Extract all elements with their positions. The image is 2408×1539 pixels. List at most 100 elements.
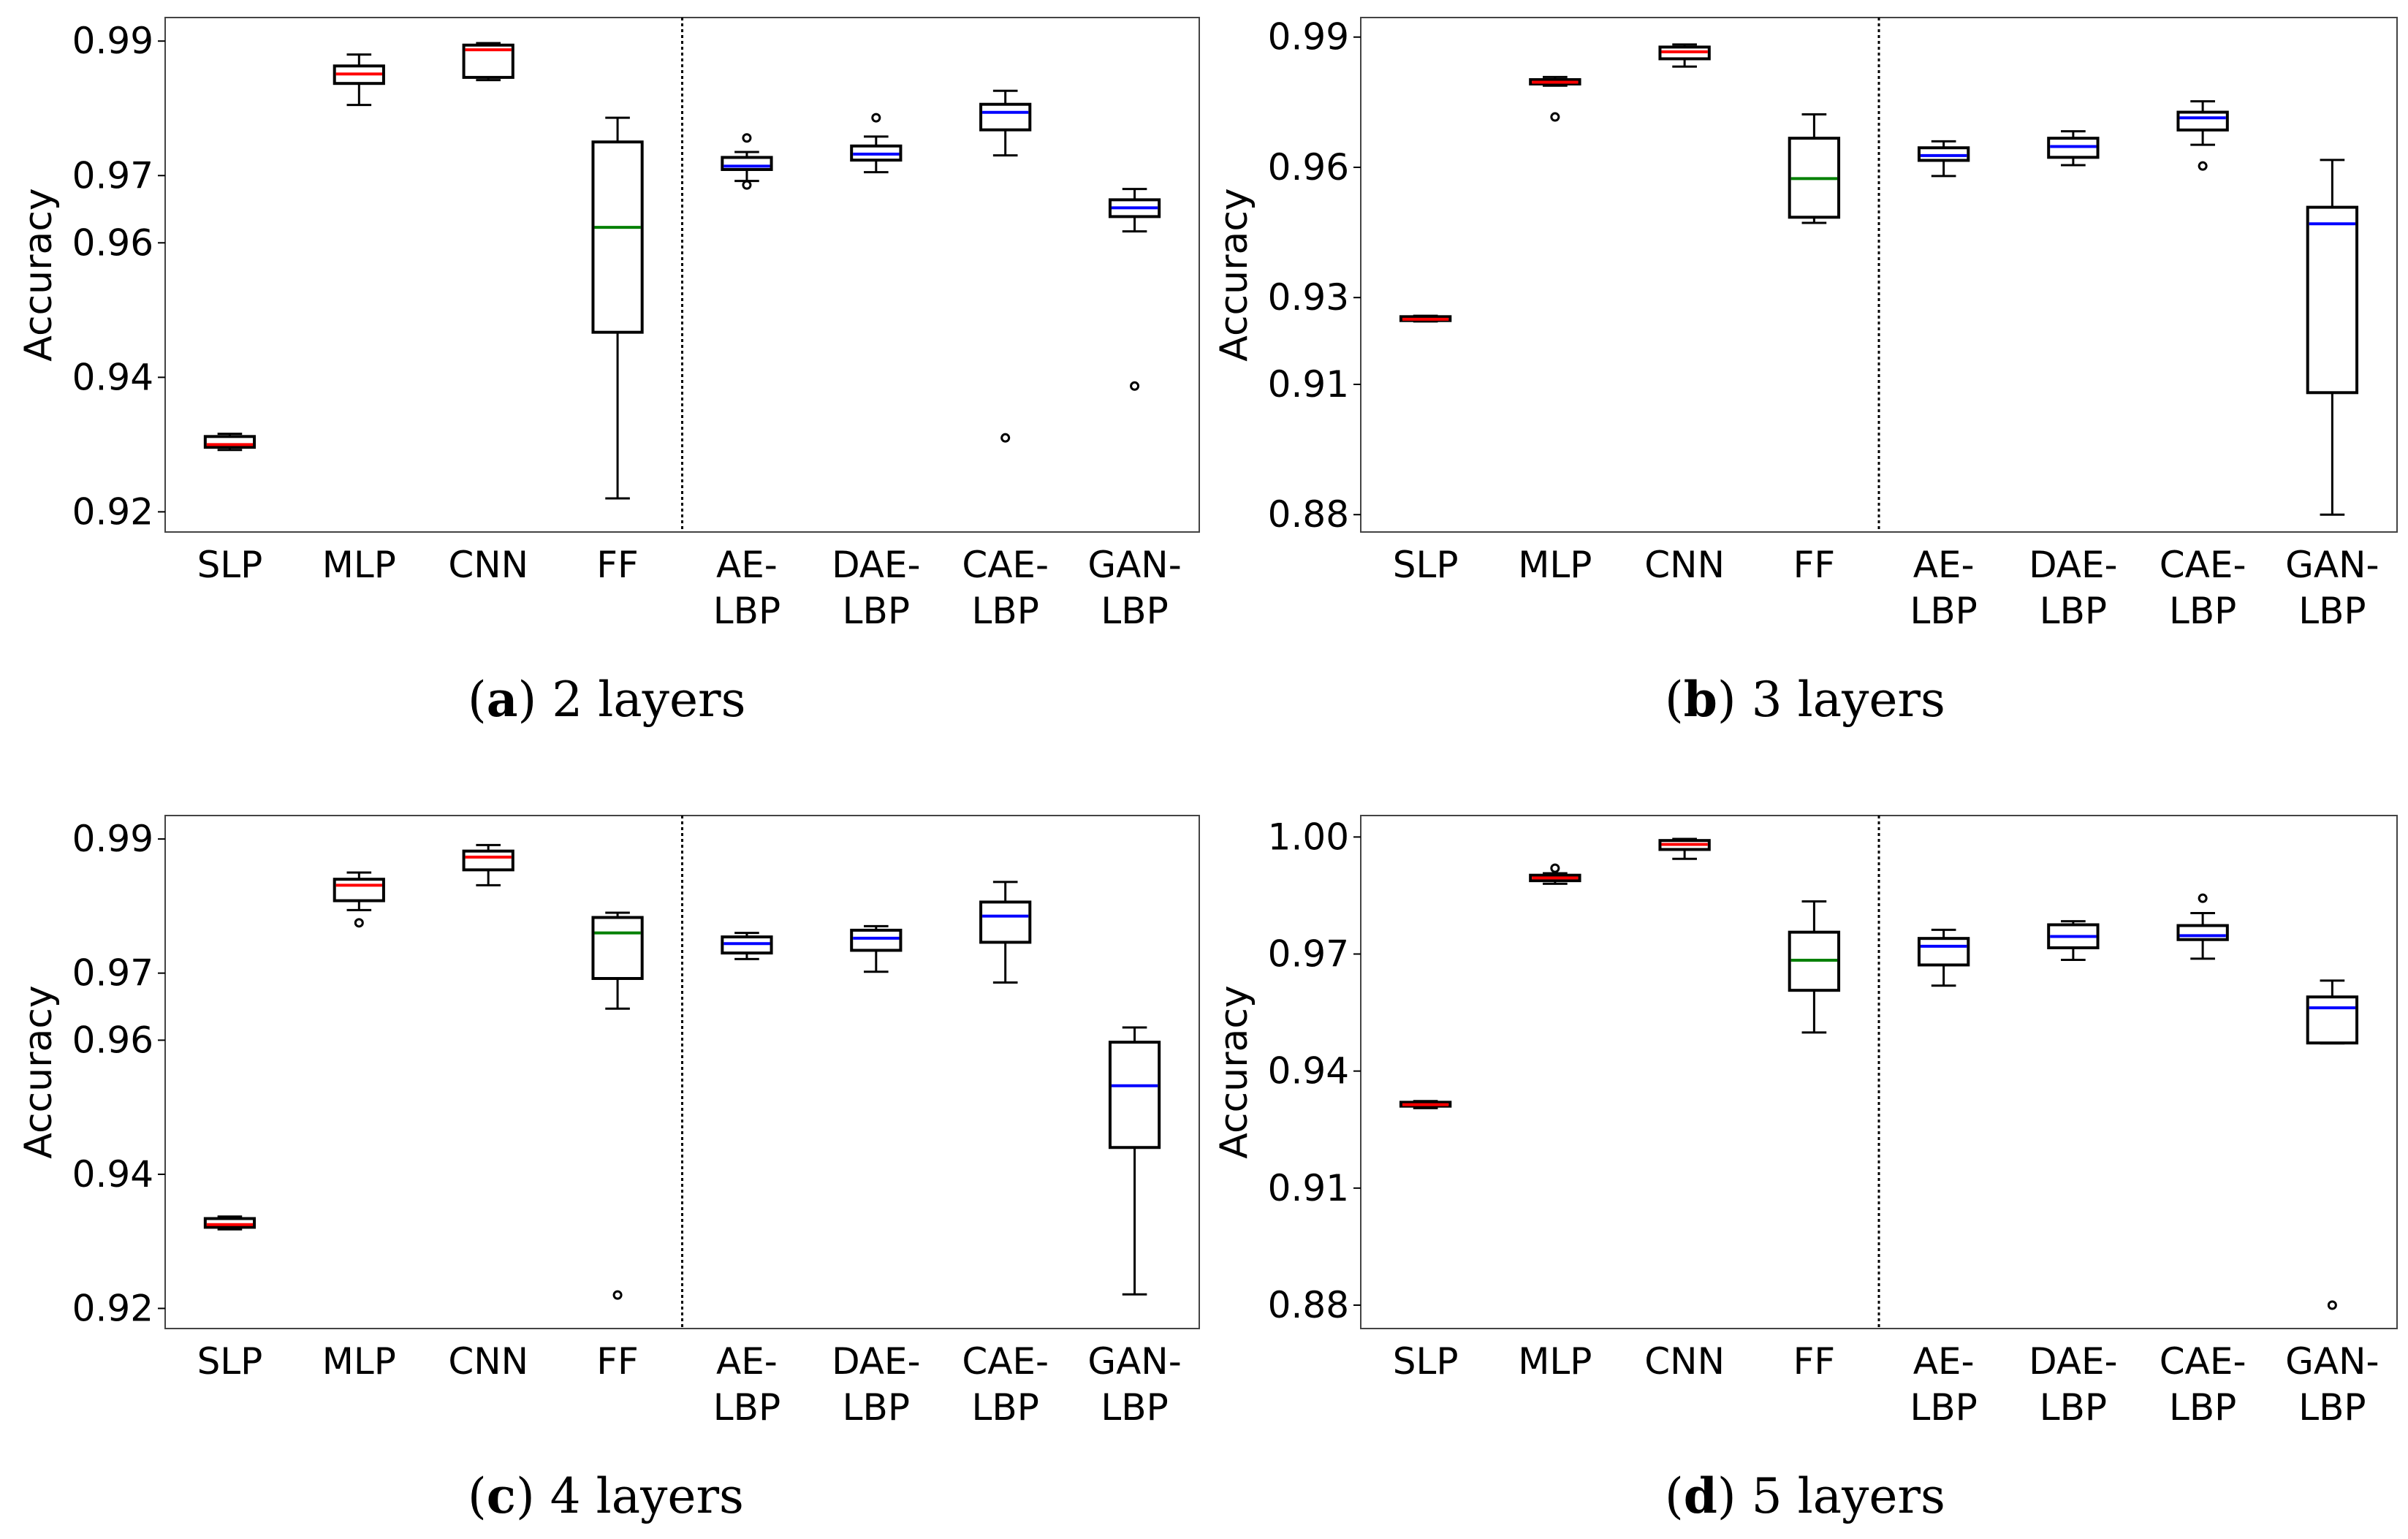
caption-letter: b — [1684, 671, 1717, 728]
box — [1917, 146, 1970, 162]
outlier-point — [1130, 381, 1140, 391]
boxplot — [2306, 979, 2359, 1310]
caption-text: 5 layers — [1752, 1468, 1945, 1524]
panel-caption: (a) 2 layers — [468, 671, 745, 728]
outlier-point — [742, 180, 752, 190]
box — [721, 935, 773, 955]
x-tick-label: CNN — [1644, 1340, 1725, 1383]
x-tick-label-line2: LBP — [2169, 1386, 2236, 1429]
boxplot — [721, 932, 773, 960]
boxplot — [203, 1215, 257, 1231]
x-tick-label: MLP — [322, 544, 396, 586]
caption-text: 4 layers — [550, 1468, 744, 1524]
outlier-point — [742, 133, 752, 143]
y-tick-label: 0.96 — [72, 1019, 153, 1061]
x-tick-label-line2: LBP — [2040, 590, 2107, 632]
y-tick-label: 0.96 — [72, 221, 153, 264]
outlier-point — [354, 918, 364, 928]
box — [2047, 923, 2100, 949]
panel-d: Accuracy (d) 5 layers 0.88 0.91 0.94 0.97 1.… — [1212, 815, 2398, 1524]
box — [721, 156, 773, 171]
x-tick-label: SLP — [197, 1340, 263, 1383]
box — [1108, 1041, 1161, 1150]
box — [1788, 137, 1841, 219]
y-tick-label: 0.97 — [1268, 933, 1349, 976]
y-axis-label: Accuracy — [17, 985, 61, 1158]
boxplot — [1658, 43, 1711, 68]
box — [203, 1217, 257, 1229]
outlier-point — [1550, 112, 1560, 122]
x-tick-label: SLP — [1393, 544, 1459, 586]
x-tick-label-line2: LBP — [972, 590, 1039, 632]
x-tick-label: DAE- — [2029, 544, 2117, 586]
caption-text: 2 layers — [552, 672, 745, 728]
x-tick-label-line2: LBP — [843, 590, 910, 632]
box — [333, 878, 385, 902]
boxplot — [979, 89, 1032, 443]
box — [1108, 198, 1161, 218]
outlier-point — [871, 113, 881, 123]
box — [2306, 995, 2359, 1045]
x-tick-label-line2: LBP — [2298, 1386, 2366, 1429]
boxplot — [721, 133, 773, 190]
boxplot — [1917, 928, 1970, 987]
x-tick-label: MLP — [1518, 1340, 1592, 1383]
boxplot — [1399, 1100, 1452, 1109]
box — [1658, 839, 1711, 851]
x-tick-label: CNN — [448, 544, 528, 586]
x-tick-label: AE- — [716, 544, 778, 586]
x-tick-label-line2: LBP — [2298, 590, 2366, 632]
y-tick-label: 0.96 — [1268, 146, 1349, 189]
x-tick-label: SLP — [1393, 1340, 1459, 1383]
boxplot — [1658, 837, 1711, 860]
x-tick-label: CNN — [1644, 544, 1725, 586]
y-axis-label: Accuracy — [17, 188, 61, 361]
boxplot — [1529, 863, 1581, 885]
x-tick-label-line2: LBP — [1910, 590, 1977, 632]
boxplot — [1108, 188, 1161, 391]
x-tick-label: CAE- — [962, 544, 1049, 586]
box — [1788, 930, 1841, 992]
boxplot — [462, 42, 514, 82]
box — [979, 900, 1032, 944]
panel-caption: (d) 5 layers — [1665, 1467, 1945, 1524]
x-tick-label: GAN- — [2285, 544, 2379, 586]
box — [1658, 45, 1711, 61]
box — [2176, 110, 2229, 132]
y-tick-label: 0.99 — [1268, 16, 1349, 58]
outlier-point — [2327, 1300, 2337, 1310]
boxplot — [2047, 920, 2100, 962]
x-tick-label-line2: LBP — [1910, 1386, 1977, 1429]
panel-a: Accuracy (a) 2 layers 0.92 0.94 0.96 0.97 0.… — [17, 17, 1200, 728]
x-tick-label: FF — [1793, 1340, 1836, 1383]
box — [1529, 77, 1581, 86]
boxplot — [591, 911, 644, 1300]
box — [2176, 924, 2229, 941]
x-tick-label: CAE- — [2160, 1340, 2246, 1383]
box — [2047, 137, 2100, 159]
panel-b: Accuracy (b) 3 layers 0.88 0.91 0.93 0.96 0.… — [1212, 16, 2398, 728]
x-tick-label: DAE- — [2029, 1340, 2117, 1383]
y-tick-label: 0.99 — [72, 818, 153, 860]
panel-caption: (b) 3 layers — [1665, 671, 1945, 728]
caption-letter: a — [487, 671, 518, 728]
x-tick-label: DAE- — [832, 544, 920, 586]
boxplot — [1917, 140, 1970, 178]
boxplot — [333, 871, 385, 928]
boxplot — [591, 116, 644, 500]
x-tick-label: FF — [596, 544, 639, 586]
outlier-point — [2198, 161, 2208, 171]
boxplot — [203, 433, 257, 452]
y-tick-label: 0.94 — [1268, 1050, 1349, 1092]
y-tick-label: 0.92 — [72, 490, 153, 533]
box — [203, 435, 257, 449]
boxplot — [2306, 159, 2359, 516]
caption-text: 3 layers — [1752, 672, 1945, 728]
boxplot — [850, 924, 903, 973]
box — [1529, 873, 1581, 883]
box — [462, 43, 514, 79]
x-tick-label-line2: LBP — [2169, 590, 2236, 632]
y-axis-label: Accuracy — [1212, 188, 1256, 361]
box — [1399, 1101, 1452, 1108]
y-tick-label: 1.00 — [1268, 816, 1349, 858]
